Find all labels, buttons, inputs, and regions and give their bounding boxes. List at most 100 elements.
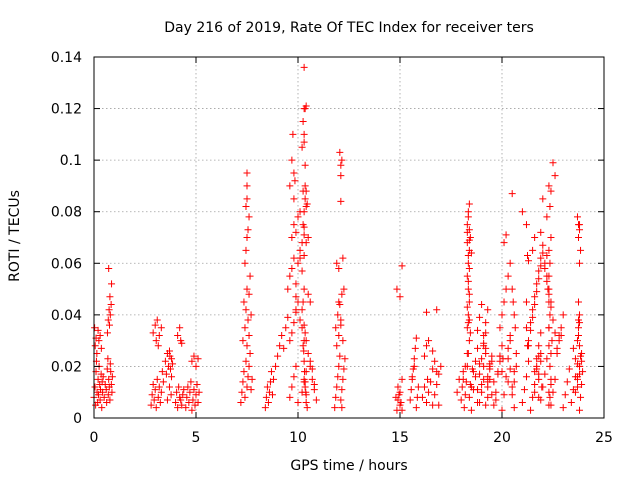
data-point — [429, 347, 437, 355]
data-point — [476, 399, 484, 407]
data-point — [464, 259, 472, 267]
data-point — [167, 365, 174, 373]
data-point — [298, 267, 306, 275]
data-point — [150, 396, 158, 404]
data-point — [303, 200, 311, 208]
data-point — [299, 298, 307, 306]
data-point — [154, 393, 162, 401]
data-point — [463, 324, 471, 332]
data-point — [333, 383, 341, 391]
data-point — [527, 406, 535, 414]
data-point — [152, 337, 160, 345]
data-point — [576, 319, 584, 327]
data-point — [464, 213, 472, 221]
data-point — [152, 404, 160, 412]
data-point — [239, 337, 247, 345]
data-point — [573, 213, 581, 221]
data-point — [288, 156, 296, 164]
data-point — [237, 399, 245, 407]
data-point — [108, 280, 116, 288]
data-point — [467, 406, 475, 414]
data-point — [476, 313, 484, 321]
data-point — [267, 368, 275, 376]
data-point — [243, 285, 251, 293]
data-point — [500, 391, 508, 399]
data-point — [537, 228, 545, 236]
data-point — [396, 293, 404, 301]
data-point — [465, 393, 473, 401]
data-point — [425, 388, 433, 396]
data-point — [484, 306, 492, 314]
data-point — [575, 221, 582, 229]
data-point — [243, 169, 251, 177]
data-point — [155, 383, 163, 391]
data-point — [335, 331, 343, 339]
data-point — [304, 290, 312, 298]
data-point — [341, 355, 349, 363]
data-point — [300, 252, 308, 260]
data-point — [563, 378, 571, 386]
data-point — [407, 386, 415, 394]
data-point — [338, 404, 346, 412]
data-point — [300, 337, 308, 345]
data-point — [301, 368, 309, 376]
data-point — [494, 370, 502, 378]
data-point — [545, 324, 553, 332]
data-point — [296, 316, 304, 324]
data-point — [398, 262, 406, 270]
data-point — [263, 383, 271, 391]
data-point — [242, 246, 250, 254]
data-point — [190, 386, 198, 394]
data-point — [96, 331, 104, 339]
data-point — [334, 311, 342, 319]
data-point — [245, 213, 253, 221]
data-point — [245, 362, 253, 370]
data-point — [337, 161, 345, 169]
data-point — [465, 264, 473, 272]
data-point — [408, 373, 416, 381]
data-point — [337, 316, 345, 324]
data-point — [549, 316, 557, 324]
x-tick-label: 5 — [192, 430, 201, 446]
data-point — [241, 259, 249, 267]
data-point — [294, 399, 302, 407]
data-point — [188, 406, 196, 414]
data-point — [531, 388, 539, 396]
plot-frame — [93, 56, 605, 419]
data-point — [476, 360, 484, 368]
data-point — [537, 329, 545, 337]
data-point — [301, 161, 309, 169]
data-point — [298, 306, 306, 314]
data-point — [100, 393, 108, 401]
data-point — [192, 362, 200, 370]
data-point — [241, 324, 249, 332]
data-point — [242, 357, 250, 365]
data-point — [575, 324, 582, 332]
data-point — [480, 375, 488, 383]
data-point — [425, 337, 433, 345]
data-point — [337, 396, 345, 404]
data-point — [484, 393, 492, 401]
data-point — [535, 370, 543, 378]
data-point — [500, 298, 508, 306]
data-point — [397, 399, 405, 407]
data-point — [463, 350, 471, 358]
data-point — [336, 148, 344, 156]
data-point — [167, 391, 175, 399]
data-point — [577, 393, 585, 401]
data-point — [338, 386, 346, 394]
data-point — [490, 401, 498, 409]
data-point — [108, 388, 116, 396]
data-point — [525, 257, 533, 265]
data-point — [535, 275, 543, 283]
data-point — [545, 182, 553, 190]
x-tick-label: 15 — [391, 430, 409, 446]
data-point — [576, 362, 584, 370]
data-point — [463, 228, 471, 236]
data-point — [105, 306, 113, 314]
data-point — [435, 401, 443, 409]
data-point — [412, 334, 420, 342]
data-point — [107, 368, 115, 376]
data-point — [300, 285, 308, 293]
data-point — [533, 288, 541, 296]
